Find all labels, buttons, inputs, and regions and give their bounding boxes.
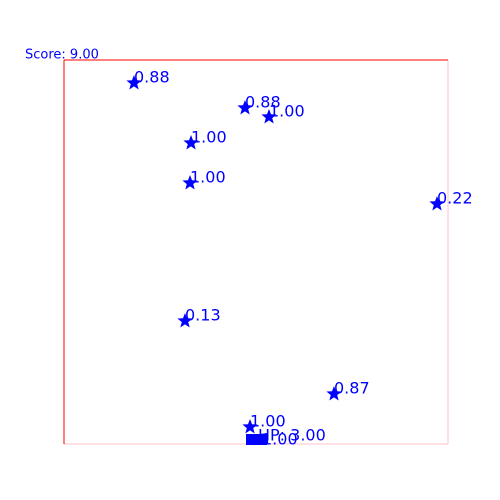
items: 0.880.881.001.001.000.220.130.871.00 bbox=[126, 68, 473, 434]
star bbox=[183, 135, 199, 150]
star-label: 0.87 bbox=[334, 379, 370, 398]
player bbox=[246, 434, 267, 445]
star bbox=[237, 100, 253, 115]
star bbox=[261, 109, 277, 124]
player-label: 1.00 bbox=[262, 430, 298, 449]
star bbox=[177, 313, 193, 328]
star-label: 1.00 bbox=[191, 128, 227, 147]
star-label: 1.00 bbox=[190, 168, 226, 187]
star bbox=[326, 386, 342, 401]
star-label: 0.88 bbox=[245, 93, 281, 112]
star bbox=[242, 419, 258, 434]
star-label: 0.22 bbox=[437, 189, 473, 208]
star-label: 1.00 bbox=[250, 412, 286, 431]
star bbox=[429, 196, 445, 211]
player-hp: HP: 3.00 bbox=[258, 426, 326, 445]
star bbox=[182, 175, 198, 190]
star-label: 1.00 bbox=[269, 102, 305, 121]
score: Score: 9.00 bbox=[25, 48, 99, 63]
star-label: 0.88 bbox=[134, 68, 170, 87]
star bbox=[126, 75, 142, 90]
star-label: 0.13 bbox=[185, 306, 221, 325]
